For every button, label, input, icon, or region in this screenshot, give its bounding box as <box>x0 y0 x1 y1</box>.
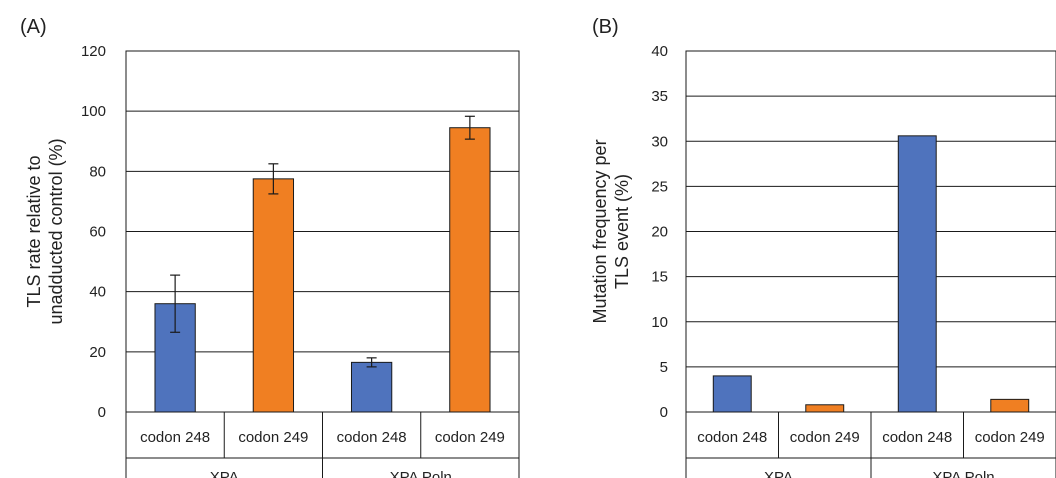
y-tick-label: 25 <box>651 178 668 195</box>
y-tick-label: 15 <box>651 269 668 286</box>
x-group-label: XPA <box>210 469 239 478</box>
bar <box>449 127 491 413</box>
x-category-label: codon 249 <box>435 429 505 446</box>
y-tick-label: 0 <box>660 404 668 421</box>
y-tick-label: 5 <box>660 359 668 376</box>
y-tick-label: 120 <box>81 43 106 60</box>
y-tick-label: 10 <box>651 314 668 331</box>
y-axis-label-line-2: TLS event (%) <box>612 174 632 289</box>
y-tick-label: 30 <box>651 133 668 150</box>
y-tick-label: 0 <box>98 404 106 421</box>
x-category-label: codon 248 <box>140 429 210 446</box>
bar <box>897 135 937 413</box>
x-category-label: codon 248 <box>882 429 952 446</box>
bar <box>990 398 1030 413</box>
y-tick-label: 60 <box>89 224 106 241</box>
bar <box>350 361 393 413</box>
x-category-label: codon 249 <box>975 429 1045 446</box>
x-group-label: XPA <box>764 469 793 478</box>
bar <box>712 375 752 413</box>
x-category-label: codon 248 <box>697 429 767 446</box>
y-tick-label: 20 <box>651 224 668 241</box>
panel-label: (B) <box>592 16 619 38</box>
y-tick-label: 40 <box>89 284 106 301</box>
x-category-label: codon 249 <box>790 429 860 446</box>
y-axis-label-line-1: TLS rate relative to <box>24 155 44 307</box>
x-group-label: XPA Polη <box>932 469 994 478</box>
y-tick-label: 100 <box>81 103 106 120</box>
x-category-label: codon 249 <box>238 429 308 446</box>
y-tick-label: 40 <box>651 43 668 60</box>
x-category-label: codon 248 <box>337 429 407 446</box>
panel-label: (A) <box>20 16 47 38</box>
bar <box>805 404 845 413</box>
y-tick-label: 80 <box>89 163 106 180</box>
y-tick-label: 35 <box>651 88 668 105</box>
y-tick-label: 20 <box>89 344 106 361</box>
y-axis-label-line-2: unadducted control (%) <box>46 138 66 324</box>
y-axis-label-line-1: Mutation frequency per <box>590 139 610 323</box>
bar <box>252 178 295 413</box>
x-group-label: XPA Polη <box>390 469 452 478</box>
